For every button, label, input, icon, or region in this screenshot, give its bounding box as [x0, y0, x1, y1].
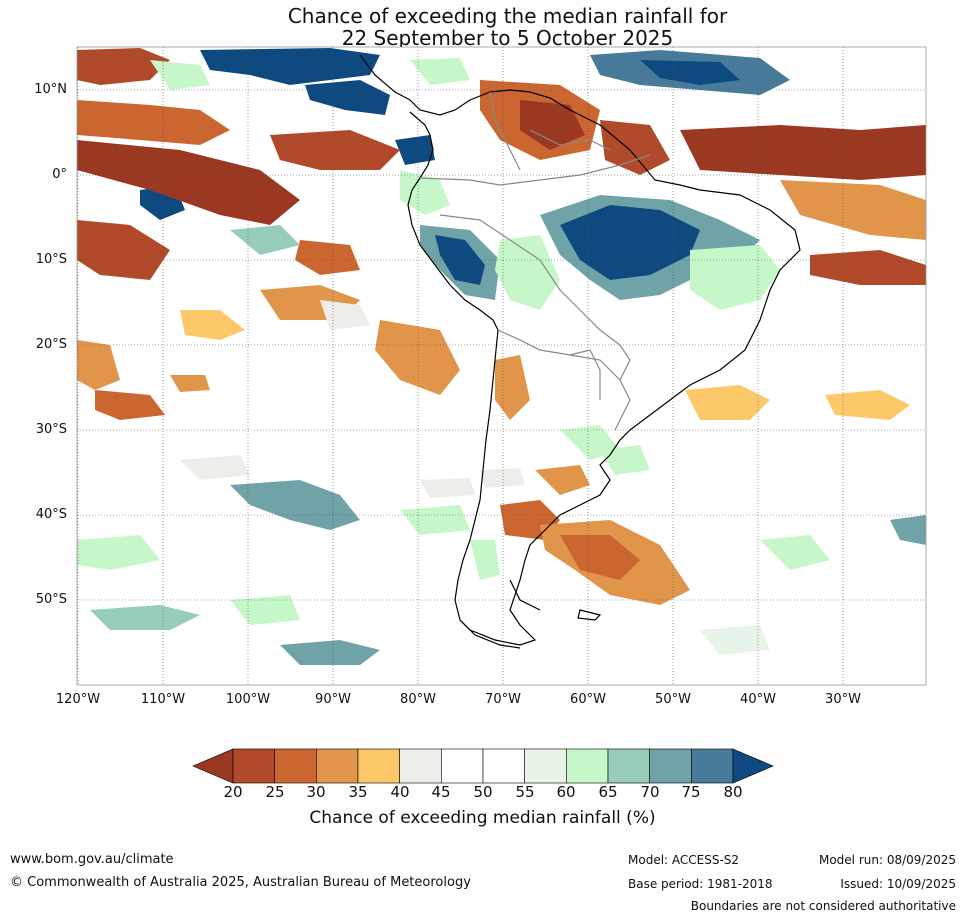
colorbar-tick: 30: [306, 783, 326, 801]
coastline: [359, 54, 801, 649]
colorbar-tick: 70: [640, 783, 660, 801]
wet-anomaly-regions: [90, 48, 926, 665]
issued-text: Issued: 10/09/2025: [840, 877, 956, 891]
colorbar-max-arrow: [732, 748, 774, 784]
colorbar-cell: [482, 748, 525, 784]
lon-label: 70°W: [485, 692, 521, 707]
lon-label: 120°W: [55, 692, 101, 707]
colorbar-tick: 80: [723, 783, 743, 801]
lat-label: 30°S: [35, 422, 67, 437]
colorbar-tick: 65: [598, 783, 618, 801]
map-frame: [76, 46, 927, 686]
colorbar-cell: [316, 748, 359, 784]
lon-label: 110°W: [140, 692, 186, 707]
lat-label: 50°S: [35, 592, 67, 607]
colorbar-cell: [274, 748, 317, 784]
base-period-text: Base period: 1981-2018: [628, 877, 773, 891]
neutral-anomaly-regions: [77, 58, 830, 655]
colorbar-tick: 50: [473, 783, 493, 801]
colorbar: [192, 748, 774, 784]
colorbar-cell: [232, 748, 275, 784]
lon-label: 90°W: [315, 692, 351, 707]
colorbar-tick: 60: [556, 783, 576, 801]
colorbar-tick: 20: [223, 783, 243, 801]
map-title-line2: 22 September to 5 October 2025: [341, 26, 674, 50]
lon-label: 50°W: [655, 692, 691, 707]
colorbar-cell: [691, 748, 734, 784]
lon-label: 60°W: [570, 692, 606, 707]
colorbar-min-arrow: [192, 748, 234, 784]
colorbar-label: Chance of exceeding median rainfall (%): [309, 808, 656, 828]
colorbar-tick: 35: [348, 783, 368, 801]
colorbar-tick: 45: [431, 783, 451, 801]
dry-anomaly-regions: [77, 48, 926, 605]
lat-label: 20°S: [35, 337, 67, 352]
lon-label: 80°W: [400, 692, 436, 707]
model-run-text: Model run: 08/09/2025: [818, 853, 956, 867]
map-title-line1: Chance of exceeding the median rainfall …: [287, 4, 728, 28]
country-borders: [419, 91, 651, 431]
colorbar-tick: 75: [681, 783, 701, 801]
colorbar-tick: 55: [515, 783, 535, 801]
copyright-text: © Commonwealth of Australia 2025, Austra…: [10, 875, 471, 890]
colorbar-cell: [399, 748, 442, 784]
colorbar-cell: [649, 748, 692, 784]
lat-label: 0°: [52, 167, 67, 182]
colorbar-cell: [441, 748, 484, 784]
lon-label: 30°W: [825, 692, 861, 707]
lat-label: 10°N: [34, 82, 67, 97]
colorbar-cell: [607, 748, 650, 784]
disclaimer-text: Boundaries are not considered authoritat…: [690, 899, 956, 913]
colorbar-cell: [524, 748, 567, 784]
colorbar-tick: 25: [265, 783, 285, 801]
lon-label: 40°W: [740, 692, 776, 707]
website-text: www.bom.gov.au/climate: [10, 852, 174, 867]
lat-label: 40°S: [35, 507, 67, 522]
colorbar-cell: [566, 748, 609, 784]
colorbar-tick: 40: [390, 783, 410, 801]
model-text: Model: ACCESS-S2: [628, 853, 740, 867]
lat-label: 10°S: [35, 252, 67, 267]
lon-label: 100°W: [225, 692, 271, 707]
colorbar-cell: [357, 748, 400, 784]
graticule: [77, 47, 926, 685]
